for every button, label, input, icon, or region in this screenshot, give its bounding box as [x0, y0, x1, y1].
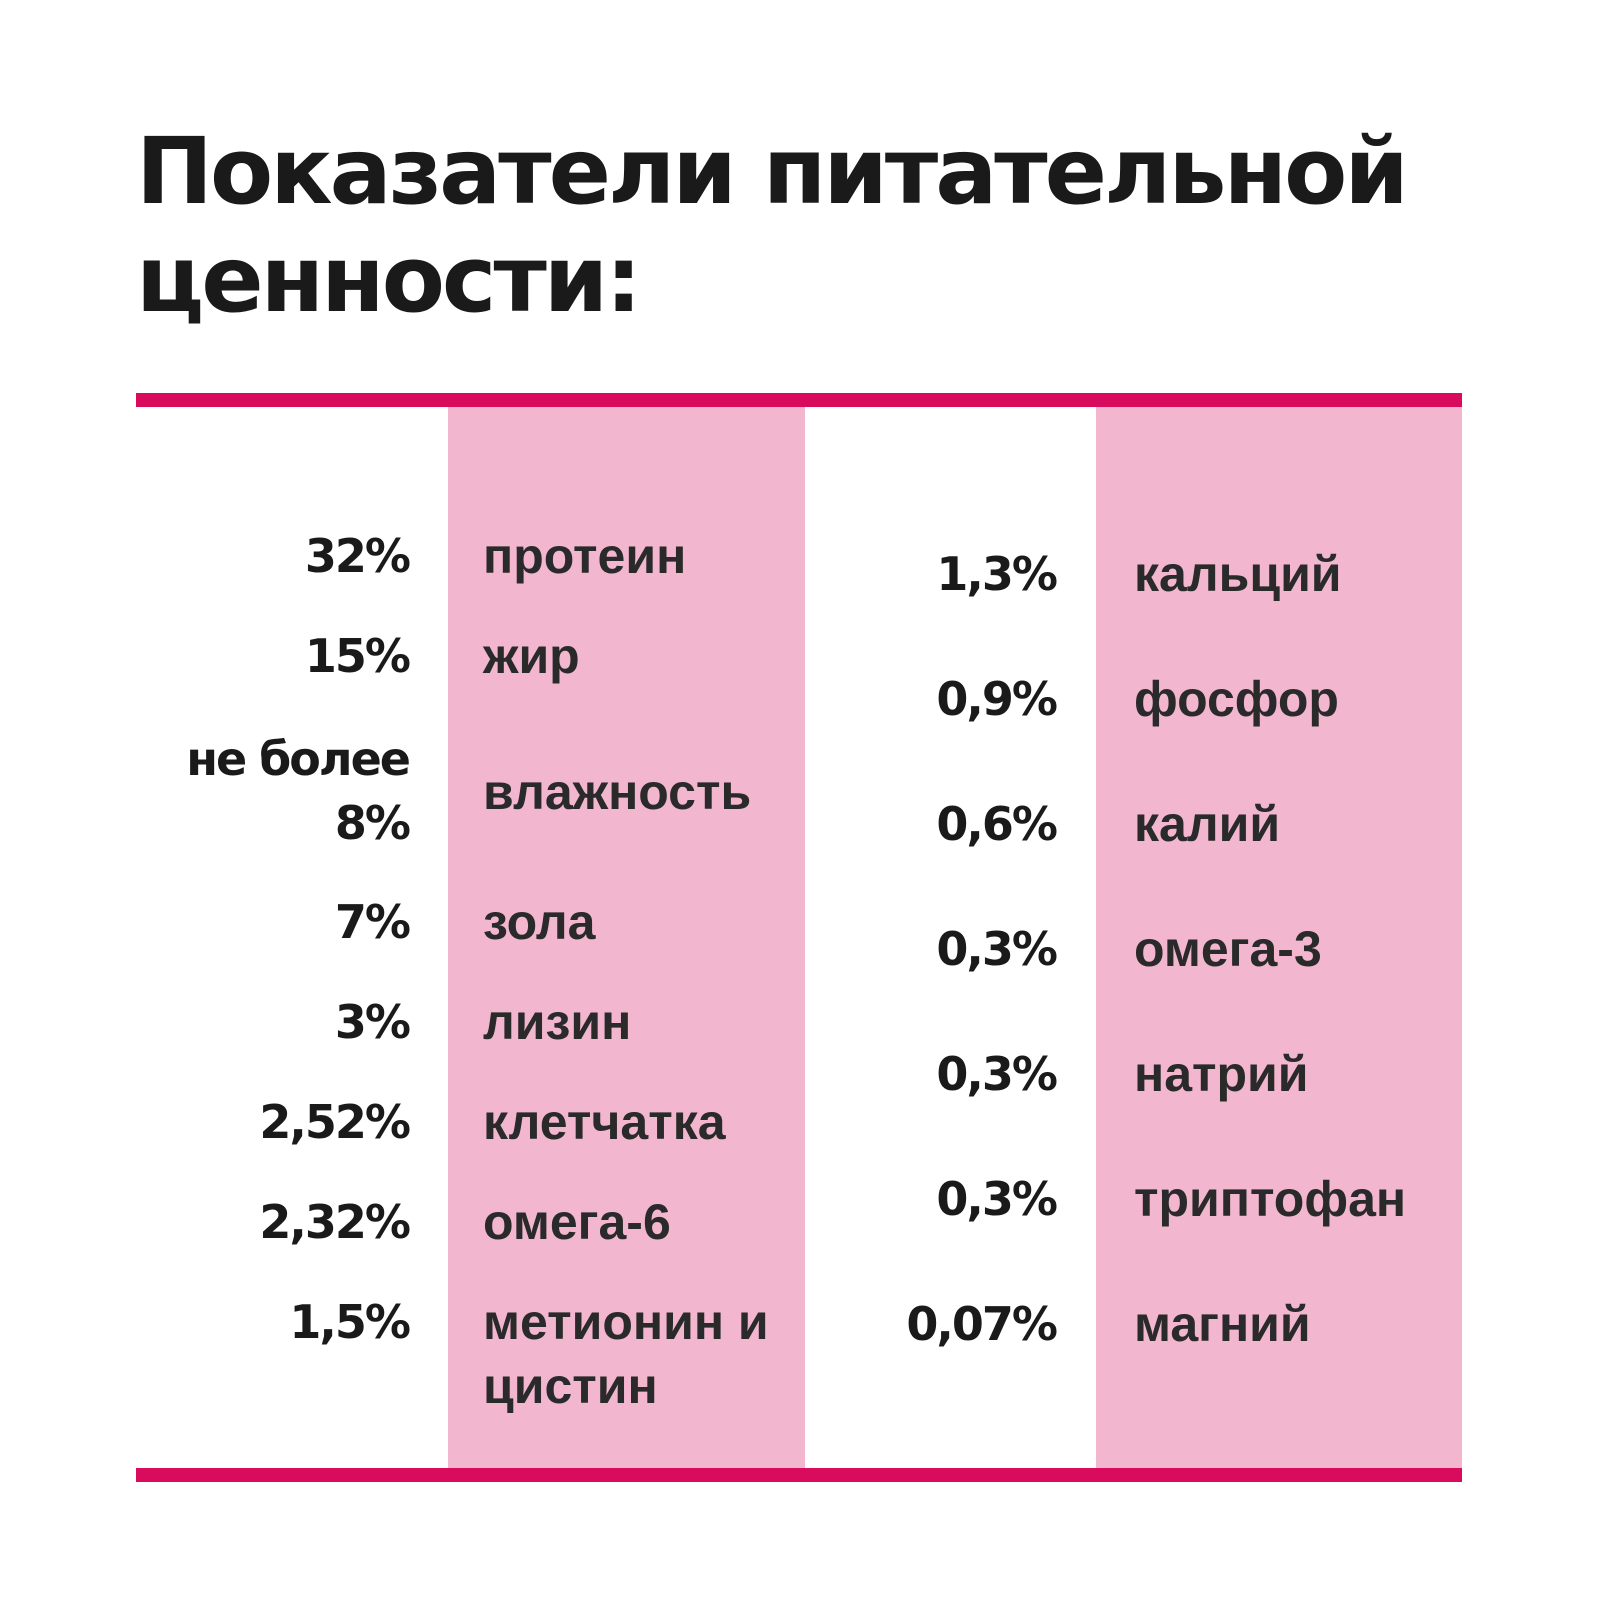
nutrient-label: клетчатка — [483, 1094, 726, 1150]
nutrient-label: влажность — [483, 764, 752, 820]
nutrient-value: 15% — [304, 629, 411, 683]
nutrient-label: зола — [483, 894, 596, 950]
nutrient-value: 0,3% — [936, 922, 1058, 976]
nutrient-label: фосфор — [1134, 671, 1339, 727]
nutrient-value: 0,3% — [936, 1172, 1058, 1226]
nutrient-value: 32% — [304, 529, 411, 583]
nutrient-value: 3% — [334, 995, 411, 1049]
nutrient-value: 2,52% — [259, 1095, 411, 1149]
right-label-band — [1096, 407, 1462, 1468]
nutrient-label: лизин — [483, 994, 632, 1050]
nutrient-value: не более 8% — [186, 732, 411, 850]
nutrient-label: триптофан — [1134, 1171, 1407, 1227]
nutrient-value: 0,3% — [936, 1047, 1058, 1101]
top-divider — [136, 393, 1462, 407]
left-label-band — [448, 407, 805, 1468]
nutrient-value: 1,5% — [289, 1295, 411, 1349]
nutrient-value: 0,9% — [936, 672, 1058, 726]
bottom-divider — [136, 1468, 1462, 1482]
nutrient-label: калий — [1134, 796, 1281, 852]
nutrient-value: 2,32% — [259, 1195, 411, 1249]
nutrient-label: омега-3 — [1134, 921, 1322, 977]
nutrient-value: 7% — [334, 895, 411, 949]
nutrient-label: магний — [1134, 1296, 1311, 1352]
nutrient-value: 1,3% — [936, 547, 1058, 601]
page-title: Показатели питательной ценности: — [136, 118, 1409, 333]
nutrient-value: 0,6% — [936, 797, 1058, 851]
nutrient-label: метионин и цистин — [483, 1294, 769, 1414]
nutrient-value: 0,07% — [906, 1297, 1058, 1351]
nutrient-label: натрий — [1134, 1046, 1309, 1102]
nutrient-label: кальций — [1134, 546, 1342, 602]
nutrient-label: жир — [483, 628, 580, 684]
nutrient-label: протеин — [483, 528, 687, 584]
nutrient-label: омега-6 — [483, 1194, 671, 1250]
